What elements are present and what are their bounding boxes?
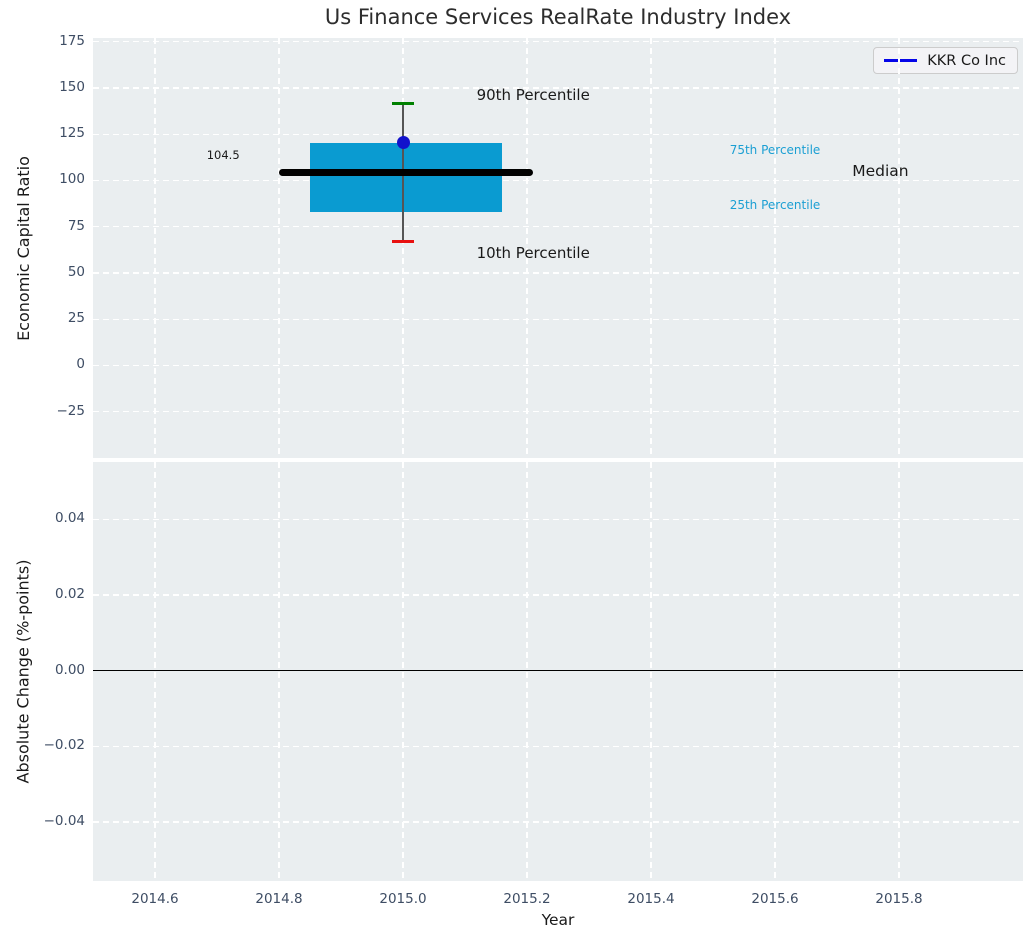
- x-tick-label: 2014.8: [255, 891, 303, 907]
- x-tick-label: 2015.0: [379, 891, 427, 907]
- y-tick-label: 50: [67, 263, 85, 280]
- gridline-horizontal: [93, 411, 1023, 413]
- gridline-horizontal: [93, 594, 1023, 596]
- gridline-vertical: [650, 462, 652, 881]
- x-tick-label: 2015.6: [751, 891, 799, 907]
- gridline-vertical: [526, 38, 528, 458]
- legend-label: KKR Co Inc: [927, 52, 1006, 69]
- iqr-box: [310, 142, 503, 212]
- gridline-vertical: [154, 462, 156, 881]
- axes-absolute-change: [93, 462, 1023, 881]
- gridline-horizontal: [93, 226, 1023, 228]
- gridline-vertical: [402, 462, 404, 881]
- gridline-vertical: [898, 38, 900, 458]
- median-line: [279, 168, 534, 176]
- y-tick-label: 25: [67, 310, 85, 327]
- annotation-75th-percentile: 75th Percentile: [729, 142, 821, 157]
- annotation-25th-percentile: 25th Percentile: [729, 197, 821, 212]
- y-tick-label: −0.02: [43, 737, 85, 754]
- y-tick-label: 125: [59, 125, 85, 142]
- gridline-vertical: [154, 38, 156, 458]
- y-axis-label-top: Economic Capital Ratio: [10, 38, 36, 458]
- gridline-horizontal: [93, 272, 1023, 274]
- y-tick-label: 100: [59, 171, 85, 188]
- gridline-horizontal: [93, 821, 1023, 823]
- x-tick-label: 2015.2: [503, 891, 551, 907]
- gridline-vertical: [402, 38, 404, 458]
- kkr-data-point: [396, 136, 410, 150]
- gridline-vertical: [526, 462, 528, 881]
- y-tick-label: −25: [56, 402, 86, 419]
- y-tick-label: 0.04: [54, 510, 85, 527]
- legend: KKR Co Inc: [873, 47, 1018, 74]
- gridline-vertical: [774, 462, 776, 881]
- y-tick-label: 175: [59, 32, 85, 49]
- gridline-horizontal: [93, 179, 1023, 182]
- p10-whisker-cap: [391, 239, 415, 244]
- annotation-104-5: 104.5: [206, 147, 240, 162]
- legend-line-swatch: [884, 59, 918, 62]
- axes-economic-capital-ratio: [93, 38, 1023, 458]
- x-tick-label: 2014.6: [131, 891, 179, 907]
- gridline-horizontal: [93, 518, 1023, 520]
- chart-title: Us Finance Services RealRate Industry In…: [324, 5, 792, 29]
- gridline-vertical: [278, 38, 280, 458]
- x-tick-label: 2015.4: [627, 891, 675, 907]
- y-tick-label: −0.04: [43, 812, 85, 829]
- p90-whisker-cap: [391, 102, 415, 106]
- gridline-horizontal: [93, 318, 1023, 320]
- gridline-horizontal: [93, 364, 1023, 367]
- zero-line: [93, 669, 1023, 672]
- y-tick-label: 0: [76, 356, 85, 373]
- annotation-10th-percentile: 10th Percentile: [476, 243, 590, 262]
- x-axis-label: Year: [541, 911, 575, 929]
- gridline-vertical: [774, 38, 776, 458]
- gridline-vertical: [898, 462, 900, 881]
- gridline-horizontal: [93, 87, 1023, 89]
- gridline-vertical: [650, 38, 652, 458]
- y-tick-label: 0.02: [54, 585, 85, 602]
- x-tick-label: 2015.8: [875, 891, 923, 907]
- y-tick-label: 150: [59, 78, 85, 95]
- y-tick-label: 0.00: [54, 661, 85, 678]
- gridline-horizontal: [93, 133, 1023, 135]
- gridline-vertical: [278, 462, 280, 881]
- gridline-horizontal: [93, 745, 1023, 747]
- annotation-median: Median: [852, 162, 909, 181]
- y-tick-label: 75: [67, 217, 85, 234]
- gridline-horizontal: [93, 41, 1023, 43]
- annotation-90th-percentile: 90th Percentile: [476, 86, 590, 105]
